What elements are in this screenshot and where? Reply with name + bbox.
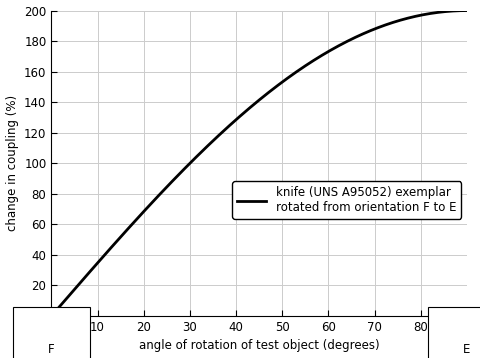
Text: E: E xyxy=(463,343,471,355)
Y-axis label: change in coupling (%): change in coupling (%) xyxy=(6,95,19,231)
Legend: knife (UNS A95052) exemplar
rotated from orientation F to E: knife (UNS A95052) exemplar rotated from… xyxy=(232,181,461,219)
Text: F: F xyxy=(48,343,55,355)
X-axis label: angle of rotation of test object (degrees): angle of rotation of test object (degree… xyxy=(139,339,380,352)
